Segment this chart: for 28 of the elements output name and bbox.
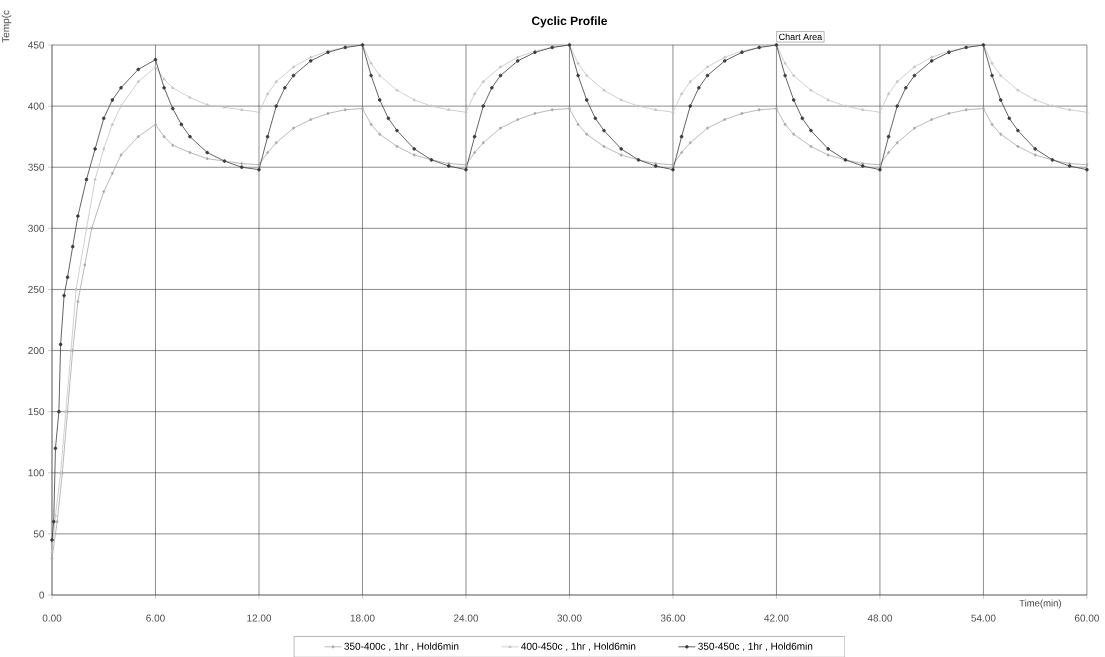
y-tick-label: 200	[28, 347, 45, 355]
y-tick-label: 400	[28, 102, 45, 110]
x-tick-label: 18.00	[350, 614, 375, 622]
x-tick-label: 60.00	[1074, 614, 1100, 622]
x-tick-label: 6.00	[146, 614, 165, 622]
text: Chart Area	[779, 33, 823, 41]
x-tick-label: 24.00	[453, 614, 479, 622]
y-tick-label: 50	[33, 530, 45, 538]
x-tick-label: 48.00	[867, 614, 893, 622]
x-tick-label: 42.00	[764, 614, 789, 622]
legend-label: 350-450c , 1hr , Hold6min	[698, 642, 813, 651]
x-tick-label: 12.00	[247, 614, 272, 622]
chart-title: Cyclic Profile	[531, 16, 608, 28]
y-tick-label: 250	[28, 285, 45, 293]
y-tick-label: 100	[28, 469, 45, 477]
y-tick-label: 150	[28, 408, 45, 416]
x-tick-label: 30.00	[557, 614, 582, 622]
x-tick-label: 36.00	[660, 614, 686, 622]
y-axis-title: Temp(c	[1, 10, 12, 43]
y-tick-label: 300	[28, 224, 45, 232]
x-axis-title: Time(min)	[1019, 599, 1061, 609]
y-tick-label: 450	[28, 41, 45, 49]
x-tick-label: 0.00	[42, 614, 62, 622]
legend-label: 400-450c , 1hr , Hold6min	[521, 642, 636, 651]
y-tick-label: 0	[39, 591, 45, 599]
legend-label: 350-400c , 1hr , Hold6min	[344, 642, 459, 651]
y-tick-label: 350	[28, 163, 45, 171]
x-tick-label: 54.00	[971, 614, 996, 622]
